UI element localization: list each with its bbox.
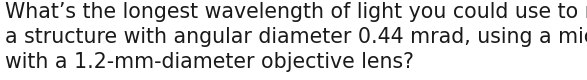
Text: What’s the longest wavelength of light you could use to resolve
a structure with: What’s the longest wavelength of light y… xyxy=(5,2,587,72)
